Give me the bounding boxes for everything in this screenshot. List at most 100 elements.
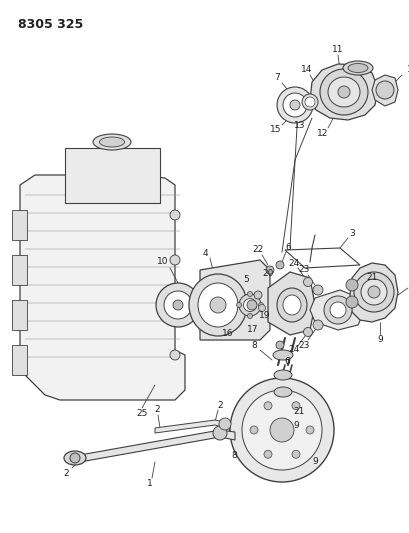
Ellipse shape bbox=[347, 63, 367, 72]
Circle shape bbox=[303, 278, 312, 287]
Ellipse shape bbox=[327, 77, 359, 107]
Ellipse shape bbox=[99, 137, 124, 147]
Ellipse shape bbox=[329, 302, 345, 318]
Text: 23: 23 bbox=[298, 341, 309, 350]
Text: 8305 325: 8305 325 bbox=[18, 18, 83, 31]
Circle shape bbox=[70, 453, 80, 463]
Circle shape bbox=[291, 450, 299, 458]
Polygon shape bbox=[20, 175, 184, 400]
Circle shape bbox=[170, 350, 180, 360]
Text: 18: 18 bbox=[406, 66, 409, 75]
Circle shape bbox=[312, 320, 322, 330]
Circle shape bbox=[263, 450, 271, 458]
Text: 8: 8 bbox=[250, 342, 256, 351]
Ellipse shape bbox=[337, 86, 349, 98]
Circle shape bbox=[263, 402, 271, 410]
Circle shape bbox=[170, 255, 180, 265]
Text: 6: 6 bbox=[283, 358, 289, 367]
Ellipse shape bbox=[64, 451, 86, 465]
Circle shape bbox=[213, 426, 227, 440]
Circle shape bbox=[265, 266, 273, 274]
Ellipse shape bbox=[276, 87, 312, 123]
Bar bbox=[12, 345, 27, 375]
Ellipse shape bbox=[304, 97, 314, 107]
Ellipse shape bbox=[282, 93, 306, 117]
Text: 20: 20 bbox=[262, 270, 273, 279]
Text: 21: 21 bbox=[292, 408, 304, 416]
Circle shape bbox=[312, 285, 322, 295]
Circle shape bbox=[155, 283, 200, 327]
Text: 9: 9 bbox=[292, 421, 298, 430]
Circle shape bbox=[164, 291, 191, 319]
Circle shape bbox=[241, 390, 321, 470]
Circle shape bbox=[170, 210, 180, 220]
Text: 24: 24 bbox=[288, 260, 299, 269]
Circle shape bbox=[229, 378, 333, 482]
Text: 8: 8 bbox=[407, 279, 409, 288]
Circle shape bbox=[258, 304, 265, 311]
Ellipse shape bbox=[323, 296, 351, 324]
Circle shape bbox=[275, 341, 283, 349]
Ellipse shape bbox=[301, 94, 317, 110]
Circle shape bbox=[247, 292, 252, 296]
Ellipse shape bbox=[342, 61, 372, 75]
Bar bbox=[12, 210, 27, 240]
Text: 7: 7 bbox=[274, 74, 279, 83]
Text: 2: 2 bbox=[154, 406, 160, 415]
Text: 12: 12 bbox=[317, 128, 328, 138]
Text: 8: 8 bbox=[231, 451, 236, 461]
Polygon shape bbox=[309, 64, 377, 120]
Text: 6: 6 bbox=[284, 244, 290, 253]
Ellipse shape bbox=[282, 295, 300, 315]
Circle shape bbox=[270, 418, 293, 442]
Text: 11: 11 bbox=[331, 45, 343, 54]
Circle shape bbox=[305, 426, 313, 434]
Text: 19: 19 bbox=[258, 311, 270, 319]
Text: 23: 23 bbox=[298, 265, 309, 274]
Circle shape bbox=[254, 291, 261, 299]
Circle shape bbox=[247, 313, 252, 319]
Polygon shape bbox=[267, 272, 314, 335]
Polygon shape bbox=[309, 290, 364, 330]
Circle shape bbox=[291, 402, 299, 410]
Ellipse shape bbox=[319, 69, 367, 115]
Text: 9: 9 bbox=[376, 335, 382, 344]
Text: 16: 16 bbox=[222, 328, 233, 337]
Circle shape bbox=[345, 296, 357, 308]
Circle shape bbox=[246, 300, 256, 310]
Bar bbox=[12, 300, 27, 330]
Text: 2: 2 bbox=[63, 470, 69, 479]
Text: 22: 22 bbox=[252, 246, 263, 254]
Circle shape bbox=[218, 418, 230, 430]
Text: 4: 4 bbox=[202, 248, 207, 257]
Text: 10: 10 bbox=[157, 257, 169, 266]
Circle shape bbox=[249, 426, 257, 434]
Ellipse shape bbox=[360, 279, 386, 305]
Ellipse shape bbox=[272, 350, 292, 360]
Circle shape bbox=[303, 327, 312, 336]
Polygon shape bbox=[155, 420, 225, 433]
Text: 21: 21 bbox=[365, 273, 377, 282]
Polygon shape bbox=[80, 430, 234, 462]
Circle shape bbox=[345, 279, 357, 291]
Ellipse shape bbox=[289, 100, 299, 110]
Circle shape bbox=[173, 300, 182, 310]
Ellipse shape bbox=[238, 294, 261, 316]
Ellipse shape bbox=[367, 286, 379, 298]
Text: 2: 2 bbox=[217, 400, 222, 409]
Text: 17: 17 bbox=[247, 325, 258, 334]
Text: 15: 15 bbox=[270, 125, 281, 134]
Text: 5: 5 bbox=[243, 276, 248, 285]
Text: 13: 13 bbox=[294, 122, 305, 131]
Ellipse shape bbox=[375, 81, 393, 99]
Text: 9: 9 bbox=[311, 457, 317, 466]
Text: 14: 14 bbox=[301, 66, 312, 75]
Text: 1: 1 bbox=[147, 479, 153, 488]
Text: 25: 25 bbox=[136, 409, 147, 418]
Bar bbox=[12, 255, 27, 285]
Polygon shape bbox=[200, 260, 270, 340]
Ellipse shape bbox=[353, 272, 393, 312]
Circle shape bbox=[170, 305, 180, 315]
Ellipse shape bbox=[276, 288, 306, 322]
Text: 24: 24 bbox=[288, 345, 299, 354]
